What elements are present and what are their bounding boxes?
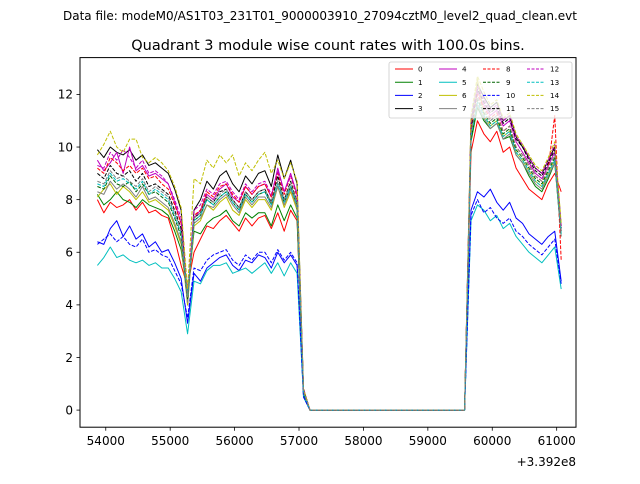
series-line-3 [97, 83, 562, 411]
series-line-13 [97, 101, 562, 411]
series-line-7 [97, 104, 562, 411]
y-tick-label: 6 [65, 246, 73, 260]
series-line-6 [97, 78, 562, 411]
legend-label-10: 10 [506, 91, 516, 100]
legend-label-1: 1 [418, 78, 423, 87]
y-axis: 0 2 4 6 8 10 12 [58, 88, 80, 417]
x-tick-label: 58000 [344, 434, 382, 448]
legend-label-15: 15 [550, 104, 559, 113]
y-tick-label: 2 [65, 351, 73, 365]
chart-title: Quadrant 3 module wise count rates with … [131, 38, 525, 54]
axes-frame [79, 57, 577, 428]
y-tick-label: 8 [65, 193, 73, 207]
series-line-10 [97, 199, 562, 411]
x-tick-label: 61000 [538, 434, 576, 448]
x-offset-label: +3.392e8 [517, 455, 576, 469]
series-layer [96, 75, 562, 411]
x-tick-label: 60000 [473, 434, 511, 448]
legend-label-13: 13 [550, 78, 559, 87]
y-tick-label: 12 [58, 88, 73, 102]
legend-box [388, 61, 573, 119]
legend-label-8: 8 [506, 65, 511, 74]
series-line-11 [97, 88, 562, 411]
series-line-1 [96, 107, 562, 411]
legend-label-0: 0 [418, 65, 423, 74]
series-line-9 [97, 99, 562, 411]
figure-suptitle: Data file: modeM0/AS1T03_231T01_90000039… [63, 9, 577, 23]
legend-label-11: 11 [506, 104, 515, 113]
legend-label-6: 6 [462, 91, 467, 100]
legend-label-7: 7 [462, 104, 467, 113]
x-tick-label: 57000 [280, 434, 318, 448]
x-tick-label: 55000 [151, 434, 189, 448]
legend-label-5: 5 [462, 78, 467, 87]
legend-label-9: 9 [506, 78, 511, 87]
x-tick-label: 59000 [409, 434, 447, 448]
y-tick-label: 0 [65, 403, 73, 417]
series-line-5 [97, 204, 562, 411]
series-line-0 [96, 120, 562, 411]
legend-label-3: 3 [418, 104, 423, 113]
legend-label-2: 2 [418, 91, 423, 100]
legend-label-4: 4 [462, 65, 467, 74]
x-tick-label: 54000 [87, 434, 125, 448]
series-line-14 [96, 75, 562, 411]
series-line-2 [97, 188, 562, 411]
y-tick-label: 10 [58, 140, 73, 154]
legend-label-14: 14 [550, 91, 560, 100]
legend-label-12: 12 [550, 65, 559, 74]
x-tick-label: 56000 [216, 434, 254, 448]
y-tick-label: 4 [65, 298, 73, 312]
series-line-12 [97, 86, 562, 411]
series-line-8 [97, 93, 562, 411]
x-axis: 54000 55000 56000 57000 58000 59000 60000 61000 [87, 427, 576, 448]
series-line-15 [97, 96, 562, 411]
